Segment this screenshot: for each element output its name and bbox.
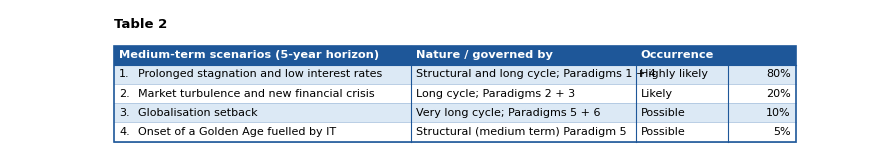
Bar xyxy=(115,84,411,103)
Bar xyxy=(636,84,727,103)
Bar xyxy=(636,65,727,84)
Bar xyxy=(115,46,796,142)
Bar xyxy=(636,46,727,65)
Text: 80%: 80% xyxy=(766,69,791,79)
Bar xyxy=(115,103,411,122)
Bar xyxy=(411,84,636,103)
Text: Medium-term scenarios (5-year horizon): Medium-term scenarios (5-year horizon) xyxy=(119,50,379,60)
Bar xyxy=(636,103,727,122)
Text: Likely: Likely xyxy=(640,89,672,99)
Text: Globalisation setback: Globalisation setback xyxy=(139,108,258,118)
Bar xyxy=(115,122,411,142)
Bar xyxy=(727,84,796,103)
Text: 20%: 20% xyxy=(766,89,791,99)
Text: Structural and long cycle; Paradigms 1 + 4: Structural and long cycle; Paradigms 1 +… xyxy=(416,69,655,79)
Bar xyxy=(115,46,411,65)
Bar xyxy=(115,65,411,84)
Bar xyxy=(411,46,636,65)
Text: Table 2: Table 2 xyxy=(115,18,168,31)
Text: Possible: Possible xyxy=(640,108,686,118)
Bar xyxy=(411,122,636,142)
Text: Nature / governed by: Nature / governed by xyxy=(416,50,552,60)
Text: 2.: 2. xyxy=(119,89,130,99)
Text: Possible: Possible xyxy=(640,127,686,137)
Text: Market turbulence and new financial crisis: Market turbulence and new financial cris… xyxy=(139,89,375,99)
Text: 10%: 10% xyxy=(766,108,791,118)
Text: Structural (medium term) Paradigm 5: Structural (medium term) Paradigm 5 xyxy=(416,127,626,137)
Bar xyxy=(727,103,796,122)
Text: 3.: 3. xyxy=(119,108,130,118)
Text: 1.: 1. xyxy=(119,69,130,79)
Text: Onset of a Golden Age fuelled by IT: Onset of a Golden Age fuelled by IT xyxy=(139,127,337,137)
Text: Very long cycle; Paradigms 5 + 6: Very long cycle; Paradigms 5 + 6 xyxy=(416,108,600,118)
Bar xyxy=(727,122,796,142)
Text: 5%: 5% xyxy=(773,127,791,137)
Text: 4.: 4. xyxy=(119,127,130,137)
Bar xyxy=(727,65,796,84)
Bar xyxy=(411,65,636,84)
Bar xyxy=(411,103,636,122)
Text: Highly likely: Highly likely xyxy=(640,69,709,79)
Text: Occurrence: Occurrence xyxy=(640,50,714,60)
Text: Long cycle; Paradigms 2 + 3: Long cycle; Paradigms 2 + 3 xyxy=(416,89,575,99)
Bar xyxy=(727,46,796,65)
Bar xyxy=(636,122,727,142)
Text: Prolonged stagnation and low interest rates: Prolonged stagnation and low interest ra… xyxy=(139,69,383,79)
